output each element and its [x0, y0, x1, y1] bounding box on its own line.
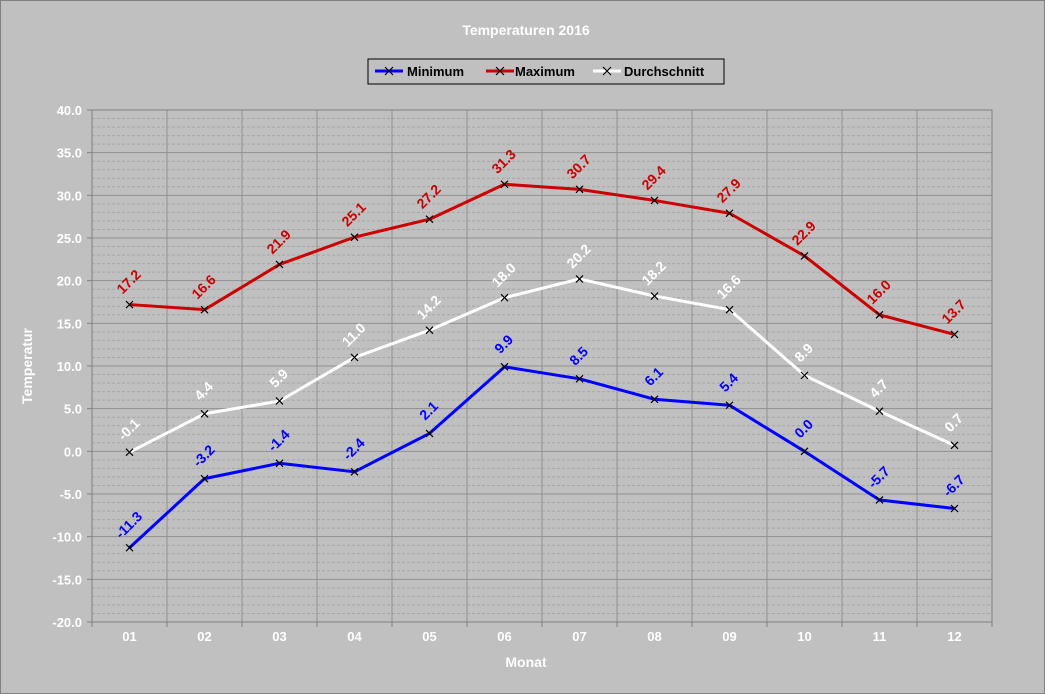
data-point-minimum: [950, 504, 959, 513]
data-point-minimum: [875, 496, 884, 504]
y-tick-label: 20.0: [57, 274, 82, 289]
x-tick-label: 03: [272, 629, 286, 644]
y-tick-label: 25.0: [57, 231, 82, 246]
data-point-durchschnitt: [725, 305, 734, 314]
legend-label-durchschnitt: Durchschnitt: [624, 64, 705, 79]
legend-item-maximum: Maximum: [486, 64, 575, 79]
legend-item-minimum: Minimum: [375, 64, 464, 79]
data-point-maximum: [650, 196, 659, 205]
data-point-maximum: [575, 185, 584, 194]
series-line-minimum: [128, 365, 955, 549]
data-point-maximum: [725, 209, 734, 218]
data-point-durchschnitt: [575, 275, 584, 283]
y-axis-label: Temperatur: [19, 327, 35, 404]
data-point-minimum: [350, 467, 359, 476]
y-tick-label: -15.0: [52, 572, 82, 587]
data-point-minimum: [275, 459, 284, 468]
x-tick-label: 01: [122, 629, 136, 644]
legend-marker-minimum: [384, 66, 394, 76]
y-tick-label: -10.0: [52, 530, 82, 545]
y-tick-label: 30.0: [57, 188, 82, 203]
chart-title: Temperaturen 2016: [462, 22, 590, 38]
data-point-durchschnitt: [425, 326, 434, 335]
data-point-minimum: [725, 401, 734, 410]
data-point-durchschnitt: [200, 409, 209, 418]
x-tick-label: 06: [497, 629, 511, 644]
y-tick-label: 0.0: [64, 444, 82, 459]
data-point-maximum: [350, 233, 359, 242]
x-tick-label: 08: [647, 629, 661, 644]
gridlines: [92, 110, 992, 622]
y-tick-label: -5.0: [60, 487, 82, 502]
x-axis-ticks: 01 02 03 04 05 06 07 08 09 10 11 12: [91, 622, 993, 644]
y-tick-label: 40.0: [57, 103, 82, 118]
data-point-durchschnitt: [875, 407, 884, 416]
data-point-durchschnitt: [125, 448, 134, 457]
legend-label-maximum: Maximum: [515, 64, 575, 79]
y-axis-ticks: 40.0 35.0 30.0 25.0 20.0 15.0 10.0 5.0 0.0 -5.0 -1…: [52, 103, 92, 630]
legend-item-durchschnitt: Durchschnitt: [593, 64, 705, 79]
data-point-maximum: [425, 215, 434, 224]
data-point-maximum: [275, 260, 284, 269]
data-point-minimum: [650, 395, 659, 404]
data-point-durchschnitt: [500, 293, 509, 302]
legend-marker-maximum: [495, 66, 505, 76]
series-line-durchschnitt: [128, 277, 956, 454]
legend: Minimum Maximum Durchschnitt: [367, 58, 725, 85]
data-point-maximum: [800, 251, 809, 260]
x-tick-label: 09: [722, 629, 736, 644]
data-point-minimum: [425, 429, 434, 438]
data-point-minimum: [500, 362, 509, 371]
data-point-maximum: [500, 180, 509, 189]
data-point-durchschnitt: [350, 353, 359, 362]
plot-border: [91, 109, 993, 623]
data-point-minimum: [125, 543, 134, 552]
x-tick-label: 12: [947, 629, 961, 644]
data-point-durchschnitt: [950, 441, 959, 450]
y-tick-label: 5.0: [64, 402, 82, 417]
y-tick-label: -20.0: [52, 615, 82, 630]
x-tick-label: 07: [572, 629, 586, 644]
series-line-maximum: [129, 182, 955, 336]
x-tick-label: 05: [422, 629, 436, 644]
data-point-minimum: [200, 474, 209, 483]
x-tick-label: 10: [797, 629, 811, 644]
data-point-maximum: [875, 310, 884, 319]
data-point-minimum: [575, 374, 584, 383]
data-point-durchschnitt: [800, 371, 809, 380]
x-tick-label: 11: [873, 629, 887, 644]
y-tick-label: 15.0: [57, 316, 82, 331]
data-point-durchschnitt: [275, 397, 284, 405]
data-point-minimum: [800, 447, 809, 456]
data-point-durchschnitt: [650, 292, 659, 300]
y-tick-label: 35.0: [57, 146, 82, 161]
data-point-maximum: [950, 330, 959, 339]
x-tick-label: 04: [347, 629, 362, 644]
legend-box: [367, 58, 725, 85]
y-tick-label: 10.0: [57, 359, 82, 374]
data-point-maximum: [200, 305, 209, 314]
legend-marker-durchschnitt: [602, 66, 612, 76]
data-point-maximum: [125, 300, 134, 309]
x-tick-label: 02: [197, 629, 211, 644]
legend-label-minimum: Minimum: [407, 64, 464, 79]
x-axis-label: Monat: [505, 654, 547, 670]
